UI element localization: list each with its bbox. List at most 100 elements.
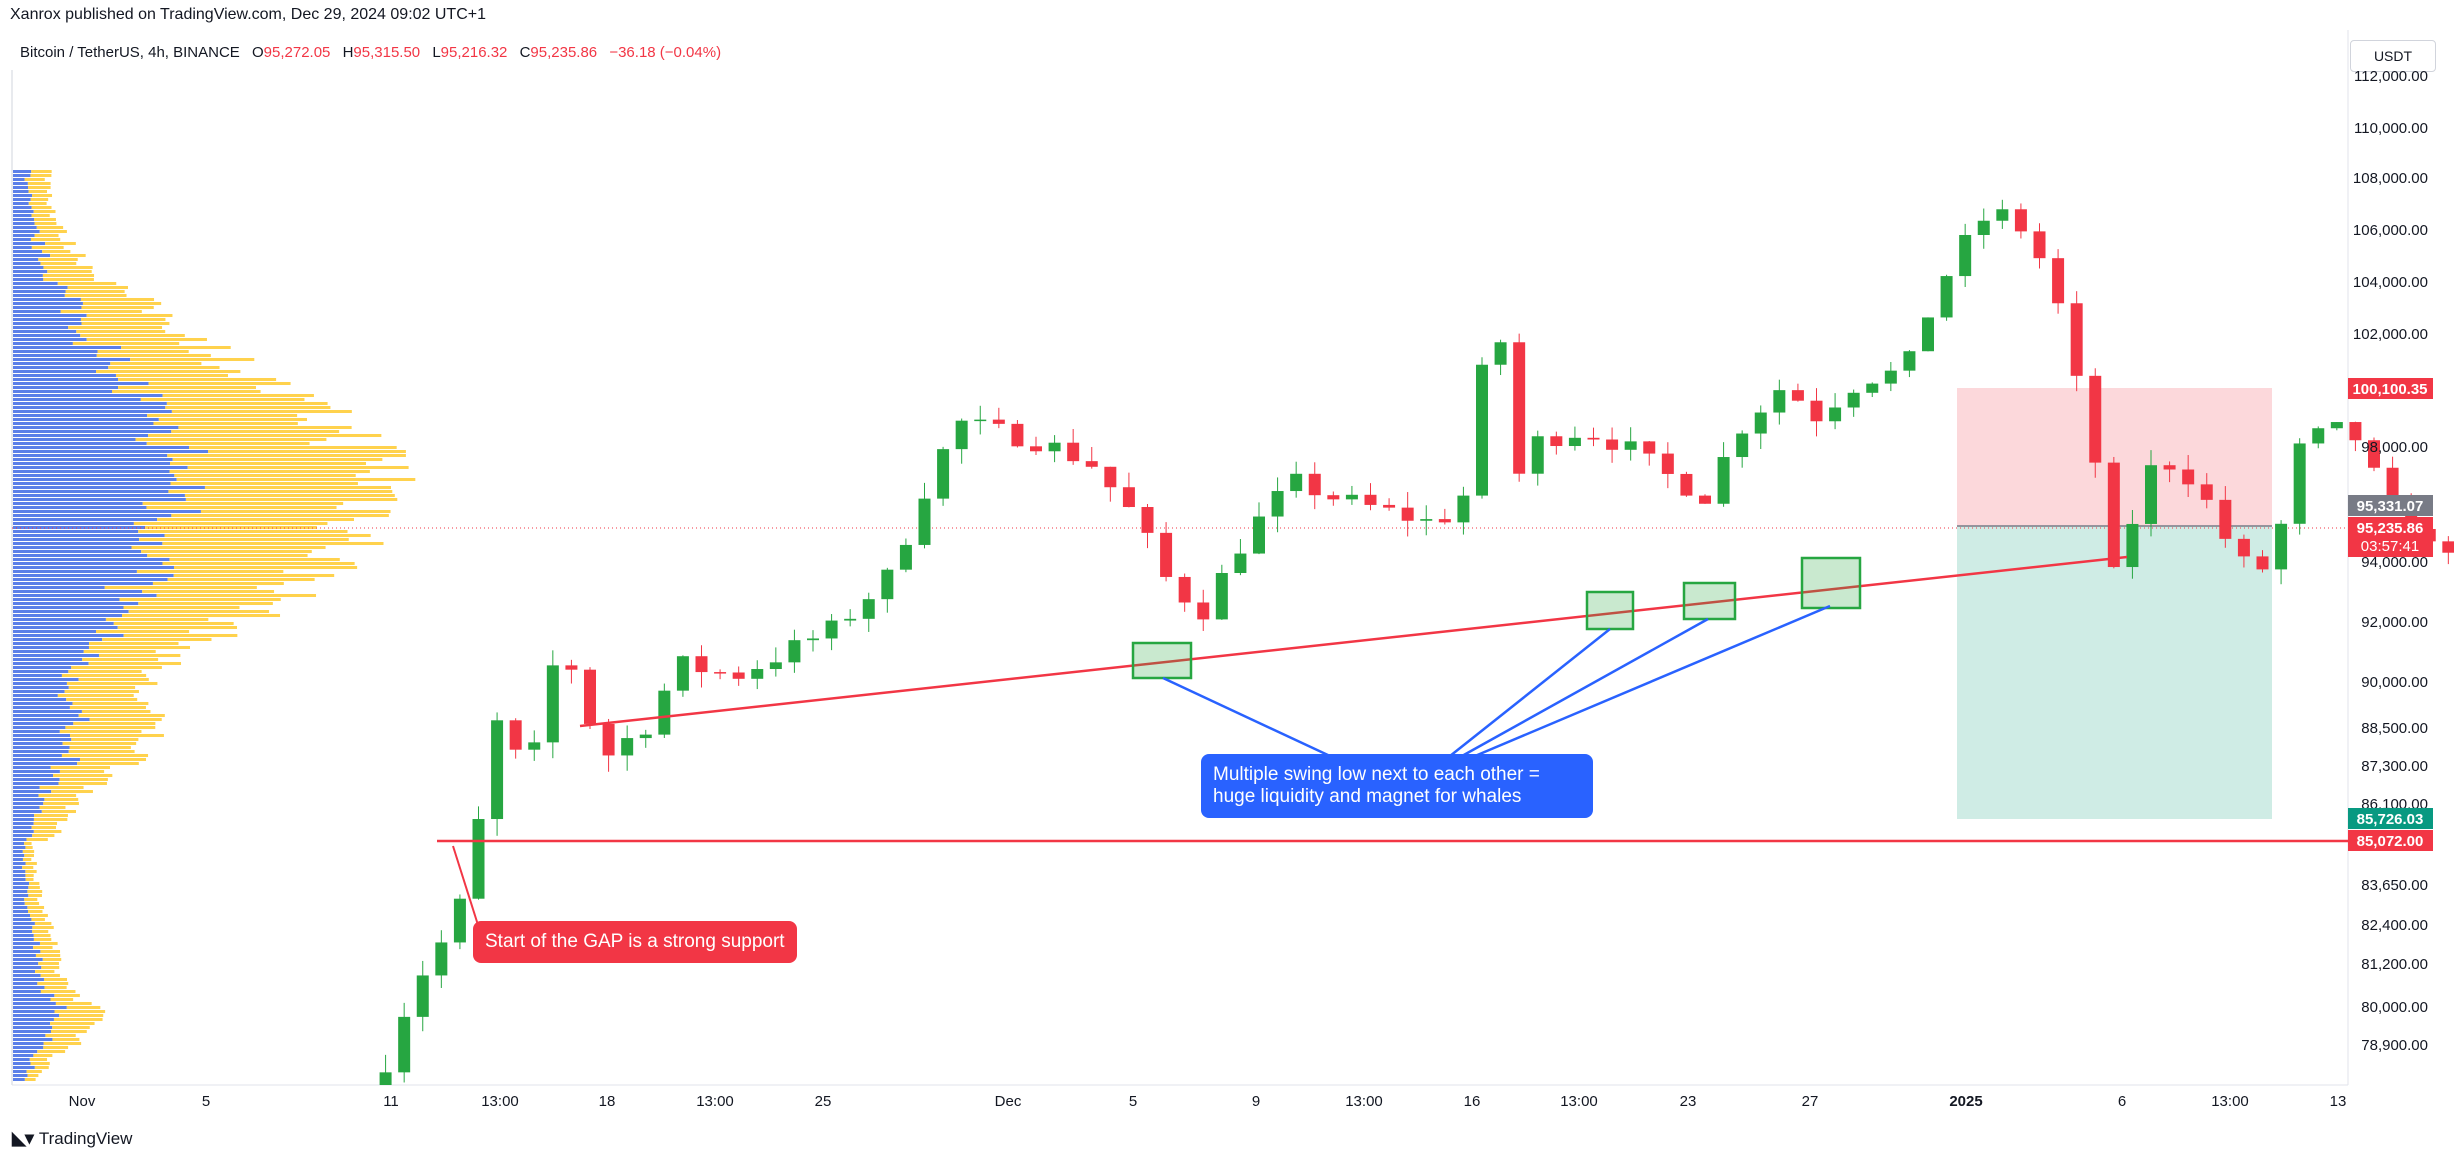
gap-support-note[interactable]: Start of the GAP is a strong support	[473, 921, 797, 963]
swing-low-box[interactable]	[1682, 581, 1737, 621]
volume-bar-sell	[44, 798, 79, 801]
price-axis-label: 94,000.00	[2361, 554, 2428, 571]
time-axis[interactable]: Nov 5 11 13:00 18 13:00 25 Dec 5 9 13:00 16 13:00 23 2…	[69, 1093, 2347, 1110]
volume-bar-buy	[13, 962, 39, 965]
volume-bar-buy	[13, 426, 179, 429]
volume-bar-buy	[13, 634, 124, 637]
volume-bar-buy	[13, 230, 40, 233]
volume-bar-buy	[13, 626, 118, 629]
candle	[1420, 505, 1433, 536]
volume-bar-sell	[96, 370, 241, 373]
volume-bar-sell	[38, 794, 77, 797]
price-axis[interactable]: 112,000.00 110,000.00 108,000.00 106,000.00…	[2353, 68, 2428, 1054]
volume-bar-sell	[118, 386, 256, 389]
candle	[1104, 466, 1117, 502]
volume-bar-sell	[68, 686, 136, 689]
volume-bar-buy	[13, 710, 82, 713]
volume-bar-buy	[13, 374, 116, 377]
candle	[2442, 536, 2454, 565]
volume-bar-buy	[13, 378, 119, 381]
candle	[602, 718, 615, 772]
volume-bar-buy	[13, 882, 30, 885]
candle	[955, 418, 968, 464]
take-profit-zone[interactable]	[1957, 526, 2272, 819]
volume-bar-buy	[13, 874, 26, 877]
candle	[862, 592, 875, 632]
volume-bar-sell	[171, 410, 352, 413]
gap-callout-line	[452, 845, 479, 926]
volume-bar-buy	[13, 778, 60, 781]
candle	[1085, 446, 1098, 469]
volume-bar-sell	[95, 630, 190, 633]
swing-low-box[interactable]	[1131, 641, 1193, 680]
time-axis-label: 13:00	[696, 1093, 734, 1110]
volume-bar-buy	[13, 270, 48, 273]
volume-bar-sell	[31, 246, 64, 249]
volume-bar-sell	[102, 638, 212, 641]
time-axis-label: 2025	[1949, 1093, 1982, 1110]
volume-bar-buy	[13, 630, 96, 633]
volume-bar-sell	[88, 646, 191, 649]
volume-bar-sell	[69, 734, 164, 737]
volume-bar-buy	[13, 770, 60, 773]
volume-bar-buy	[13, 190, 29, 193]
volume-bar-sell	[73, 722, 156, 725]
time-axis-label: 16	[1464, 1093, 1481, 1110]
volume-bar-sell	[83, 650, 156, 653]
volume-bar-buy	[13, 726, 66, 729]
volume-bar-buy	[13, 590, 143, 593]
volume-bar-sell	[33, 946, 53, 949]
volume-bar-buy	[13, 498, 186, 501]
volume-bar-buy	[13, 834, 33, 837]
volume-bar-sell	[50, 1030, 87, 1033]
volume-bar-sell	[162, 542, 384, 545]
candle	[472, 806, 485, 900]
candle	[1048, 435, 1061, 463]
volume-bar-sell	[25, 862, 37, 865]
volume-bar-sell	[138, 602, 273, 605]
volume-bar-sell	[88, 662, 182, 665]
volume-bar-buy	[13, 658, 83, 661]
currency-selector[interactable]: USDT	[2350, 40, 2436, 72]
volume-bar-buy	[13, 534, 165, 537]
price-axis-label: 102,000.00	[2353, 326, 2428, 343]
volume-bar-sell	[34, 922, 52, 925]
volume-bar-buy	[13, 982, 38, 985]
rising-trendline[interactable]	[579, 555, 2128, 728]
volume-bar-buy	[13, 810, 42, 813]
candle	[2219, 486, 2232, 548]
volume-bar-buy	[13, 566, 174, 569]
candle	[1364, 483, 1377, 511]
swing-low-box[interactable]	[1585, 590, 1635, 631]
volume-bar-buy	[13, 302, 83, 305]
volume-bar-sell	[40, 974, 60, 977]
volume-bar-sell	[27, 890, 43, 893]
symbol-name[interactable]: Bitcoin / TetherUS, 4h, BINANCE	[20, 44, 240, 61]
candle	[2275, 520, 2288, 585]
volume-bar-sell	[24, 898, 38, 901]
candle	[1643, 440, 1656, 466]
candle	[379, 1054, 392, 1085]
candle	[1178, 573, 1191, 612]
volume-bar-buy	[13, 198, 31, 201]
volume-bar-sell	[25, 846, 33, 849]
tradingview-logo-icon: ◣▾	[12, 1128, 34, 1148]
volume-bar-sell	[39, 806, 66, 809]
candle	[1959, 223, 1972, 287]
volume-bar-buy	[13, 902, 25, 905]
volume-bar-buy	[13, 250, 43, 253]
volume-bar-buy	[13, 842, 25, 845]
candle	[1476, 357, 1488, 499]
volume-bar-buy	[13, 890, 28, 893]
swing-liquidity-note[interactable]: Multiple swing low next to each other = …	[1201, 754, 1593, 818]
volume-bar-sell	[27, 1074, 39, 1077]
volume-bar-sell	[30, 198, 49, 201]
candle	[1122, 472, 1135, 508]
volume-bar-buy	[13, 978, 44, 981]
swing-low-box[interactable]	[1800, 556, 1862, 610]
volume-bar-sell	[64, 294, 127, 297]
volume-bar-buy	[13, 194, 33, 197]
candle	[2293, 438, 2306, 535]
candle	[1587, 427, 1600, 447]
